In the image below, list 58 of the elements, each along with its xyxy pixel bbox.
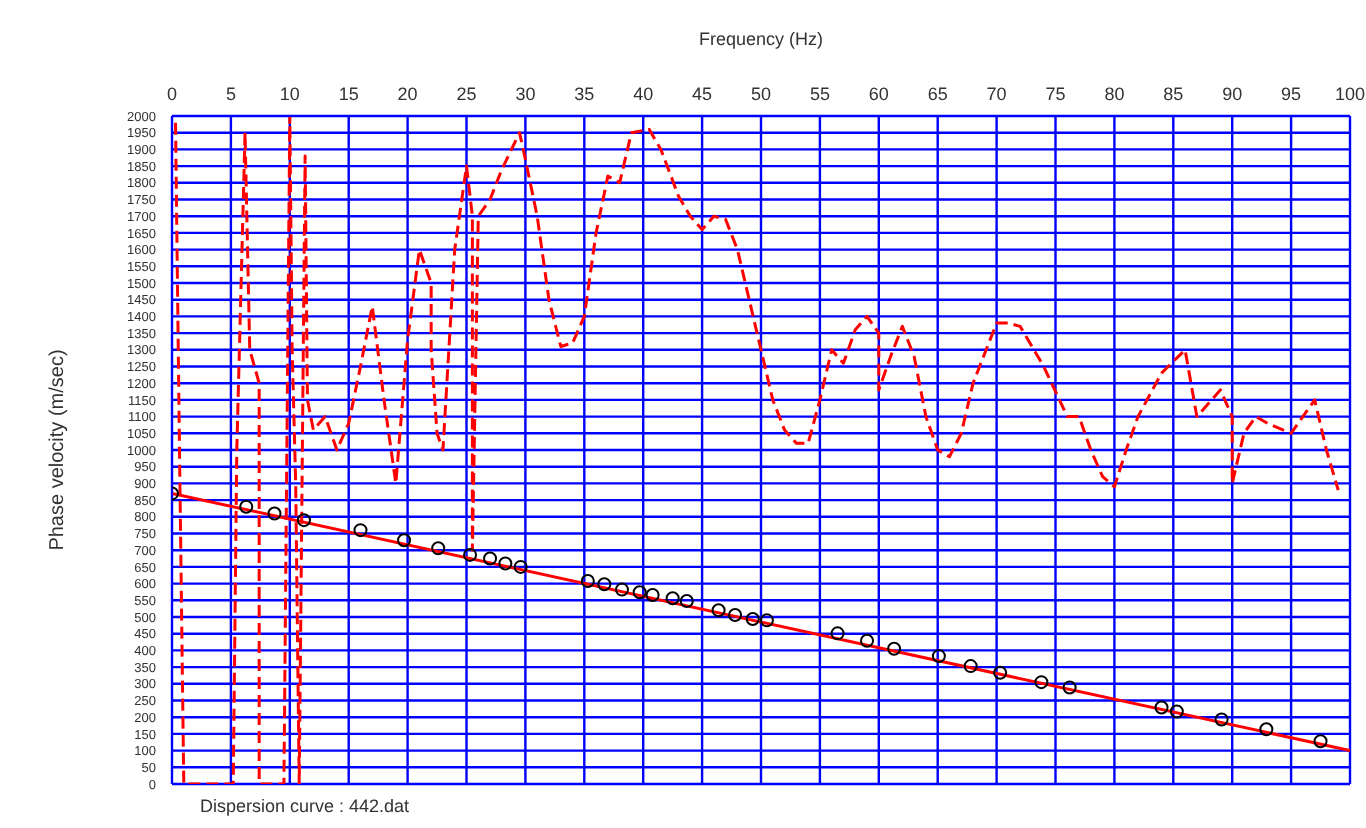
point [645,587,660,602]
point [1214,712,1229,727]
point [1034,675,1049,690]
point [615,582,629,597]
x-tick-label: 40 [633,84,654,104]
x-tick-label: 25 [456,84,477,104]
point [887,641,902,656]
point [597,577,612,592]
x-tick-label: 55 [809,84,830,104]
x-tick-label: 65 [927,84,948,104]
x-tick-label: 50 [750,84,772,104]
point [296,513,311,528]
point [1259,722,1274,737]
x-tick-label: 70 [986,84,1007,104]
point [632,585,647,600]
point [759,613,774,628]
x-tick-label: 95 [1281,84,1302,104]
x-tick-label: 75 [1045,84,1066,104]
text: Dispersion curve : 442.dat [200,796,410,816]
x-tick-label: 45 [692,84,713,104]
point [463,547,478,562]
point [1169,704,1184,719]
point [963,659,978,674]
x-tick-label: 20 [397,84,418,104]
point [580,573,595,588]
point [1062,680,1077,695]
point [931,649,946,664]
point [483,551,498,566]
point [431,541,446,556]
point [860,633,875,648]
point [830,626,845,641]
point [353,523,368,538]
y-axis-title: Phase velocity (m/sec) [47,349,70,551]
x-tick-label: 15 [338,84,359,104]
x-tick-label: 30 [515,84,536,104]
point [993,665,1008,680]
x-tick-label: 80 [1104,84,1125,104]
point [728,608,743,622]
point [513,559,528,574]
point [1313,734,1328,749]
point [267,506,282,521]
point [711,603,726,618]
x-axis-title: Frequency (Hz) [698,28,824,49]
x-tick-label: 60 [868,84,889,104]
x-tick-label: 100 [1334,84,1366,104]
point [397,533,412,548]
x-tick-label: 35 [574,84,595,104]
point [665,591,680,606]
point [239,499,254,514]
point [745,612,760,626]
x-tick-label: 90 [1222,84,1243,104]
x-tick-label: 0 [166,84,178,104]
x-tick-label: 10 [279,84,300,104]
x-tick-label: 85 [1163,84,1184,104]
point [679,593,694,608]
point [1154,700,1169,715]
x-tick-label: 5 [225,84,236,104]
point [498,556,513,571]
